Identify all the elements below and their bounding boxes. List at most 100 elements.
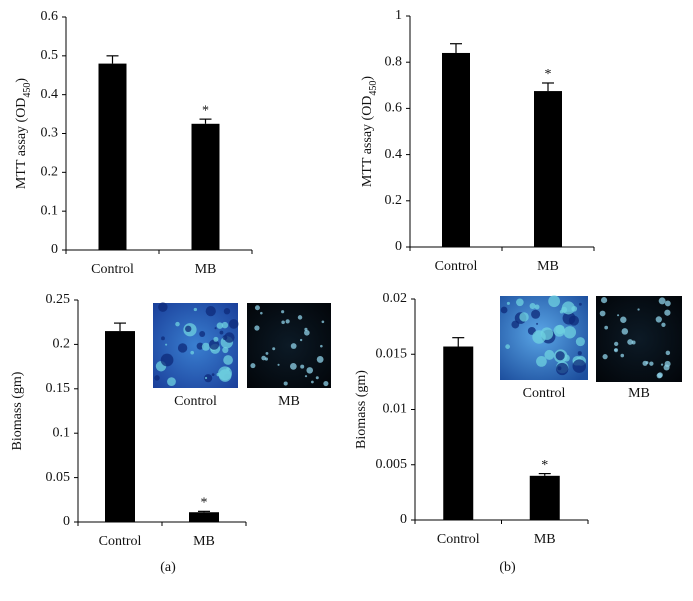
micrograph-texture xyxy=(160,353,174,367)
bar xyxy=(443,346,474,520)
y-tick-label: 0 xyxy=(395,239,402,254)
micrograph-texture xyxy=(529,302,536,310)
micrograph-texture xyxy=(511,320,520,329)
micrograph-texture xyxy=(540,327,554,340)
y-tick-label: 0.2 xyxy=(41,165,59,180)
micrograph-texture xyxy=(214,327,217,330)
micrograph-texture xyxy=(617,314,620,317)
bar xyxy=(534,91,562,247)
micrograph-texture xyxy=(637,308,640,311)
y-axis-label: MTT assay (OD450) xyxy=(360,76,379,188)
micrograph-texture xyxy=(204,376,208,380)
micrograph-texture xyxy=(316,356,324,363)
y-tick-label: 0 xyxy=(400,512,407,527)
y-tick-label: 0.005 xyxy=(376,457,408,472)
micrograph-texture xyxy=(536,356,547,367)
micrograph-texture xyxy=(167,377,176,386)
micrograph-texture xyxy=(277,363,280,366)
bar xyxy=(189,512,219,522)
micrograph-texture xyxy=(185,325,192,333)
micrograph-texture xyxy=(281,310,285,314)
y-tick-label: 0.02 xyxy=(383,291,408,306)
micrograph-texture xyxy=(655,316,662,323)
bar xyxy=(98,63,127,250)
y-axis-label: MTT assay (OD450) xyxy=(14,78,33,190)
micrograph-texture xyxy=(299,338,303,342)
micrograph-texture xyxy=(620,316,627,323)
micrograph-texture xyxy=(219,330,224,335)
micrograph-texture xyxy=(544,349,555,360)
micrograph-texture xyxy=(665,350,671,356)
micrograph-texture xyxy=(272,347,276,351)
micrograph-texture xyxy=(562,311,576,325)
image-label: MB xyxy=(278,394,300,409)
micrograph-texture xyxy=(536,322,539,325)
micrograph-texture xyxy=(506,301,510,305)
panel-label: (b) xyxy=(499,560,516,575)
micrograph-texture xyxy=(500,306,508,314)
micrograph-texture xyxy=(199,331,206,337)
y-tick-label: 1 xyxy=(395,8,402,23)
micrograph-texture xyxy=(281,320,285,325)
y-tick-label: 0 xyxy=(63,514,70,529)
bar xyxy=(191,123,220,250)
micrograph-texture xyxy=(534,304,540,310)
micrograph-texture xyxy=(290,343,297,349)
y-tick-label: 0.6 xyxy=(385,101,403,116)
micrograph-texture xyxy=(223,355,233,365)
micrograph-texture xyxy=(250,363,256,369)
y-tick-label: 0.1 xyxy=(41,203,59,218)
y-tick-label: 0.1 xyxy=(53,425,71,440)
y-tick-label: 0.3 xyxy=(41,126,59,141)
micrograph-texture xyxy=(161,336,165,341)
y-tick-label: 0.01 xyxy=(383,402,408,417)
micrograph-texture xyxy=(604,325,609,330)
y-axis-label-part: 450 xyxy=(368,81,379,96)
micrograph-texture xyxy=(660,363,664,366)
significance-mark: * xyxy=(541,458,548,473)
micrograph-texture xyxy=(218,366,232,381)
x-tick-label: Control xyxy=(91,262,134,277)
micrograph-texture xyxy=(519,312,529,322)
micrograph-texture xyxy=(620,353,625,358)
micrograph-texture xyxy=(323,380,329,387)
micrograph-texture xyxy=(204,374,213,383)
micrograph-texture xyxy=(154,375,160,381)
micrograph-texture xyxy=(213,336,219,342)
micrograph-texture xyxy=(559,309,564,314)
y-axis-label: Biomass (gm) xyxy=(10,371,25,450)
y-tick-label: 0.4 xyxy=(385,147,403,162)
micrograph-texture xyxy=(221,321,229,329)
micrograph-texture xyxy=(321,320,325,324)
significance-mark: * xyxy=(201,496,208,511)
y-axis-label-part: MTT assay (OD xyxy=(14,98,29,190)
micrograph-texture xyxy=(283,381,288,386)
micrograph-texture xyxy=(265,351,269,355)
micrograph-texture xyxy=(254,325,260,331)
micrograph-texture xyxy=(260,311,263,315)
micrograph-texture xyxy=(556,362,569,376)
micrograph-texture xyxy=(196,342,204,350)
y-tick-label: 0.15 xyxy=(46,381,71,396)
y-tick-label: 0.8 xyxy=(385,54,403,69)
micrograph-texture xyxy=(320,344,323,348)
micrograph-texture xyxy=(613,348,619,353)
bar xyxy=(529,475,560,520)
micrograph-texture xyxy=(578,302,582,306)
y-tick-label: 0.6 xyxy=(41,9,59,24)
micrograph-texture xyxy=(664,300,671,307)
y-axis-label-part: Biomass (gm) xyxy=(10,371,25,450)
micrograph-texture xyxy=(577,351,582,356)
y-tick-label: 0.015 xyxy=(376,346,408,361)
micrograph-texture xyxy=(600,297,608,304)
micrograph-texture xyxy=(627,339,633,345)
micrograph-texture xyxy=(505,344,510,349)
micrograph xyxy=(247,303,331,388)
micrograph-texture xyxy=(224,332,235,343)
micrograph-texture xyxy=(190,350,195,355)
micrograph-texture xyxy=(177,343,188,353)
y-tick-label: 0.05 xyxy=(46,470,71,485)
micrograph-texture xyxy=(664,309,671,316)
y-axis-label-part: Biomass (gm) xyxy=(354,370,369,449)
